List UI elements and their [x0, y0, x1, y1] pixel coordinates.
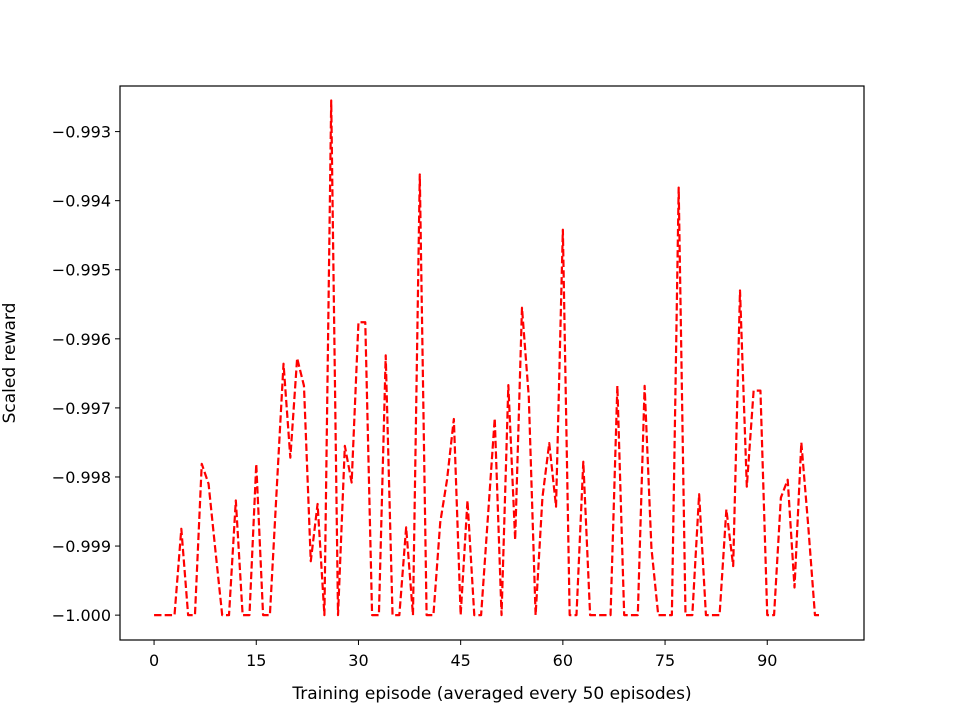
y-tick-label: −0.995	[52, 261, 111, 280]
y-tick-label: −1.000	[52, 606, 111, 625]
y-axis: −1.000 −0.999 −0.998 −0.997 −0.996 −0.995 −0.9…	[52, 123, 120, 625]
series-line	[154, 99, 822, 617]
x-tick-label: 60	[553, 651, 573, 670]
y-tick-label: −0.997	[52, 399, 111, 418]
x-tick-label: 90	[757, 651, 777, 670]
y-axis-label: Scaled reward	[0, 303, 20, 424]
x-tick-label: 75	[655, 651, 675, 670]
axes-frame	[119, 85, 865, 641]
x-tick-label: 45	[450, 651, 470, 670]
y-tick-label: −0.994	[52, 192, 111, 211]
x-axis-label: Training episode (averaged every 50 epis…	[291, 684, 691, 704]
y-tick-label: −0.999	[52, 537, 111, 556]
plot-area	[154, 99, 822, 617]
y-tick-label: −0.993	[52, 123, 111, 142]
x-tick-label: 30	[348, 651, 368, 670]
y-tick-label: −0.996	[52, 330, 111, 349]
x-axis: 0 15 30 45 60 75 90	[149, 640, 777, 670]
x-tick-label: 15	[246, 651, 266, 670]
y-tick-label: −0.998	[52, 468, 111, 487]
x-tick-label: 0	[149, 651, 159, 670]
